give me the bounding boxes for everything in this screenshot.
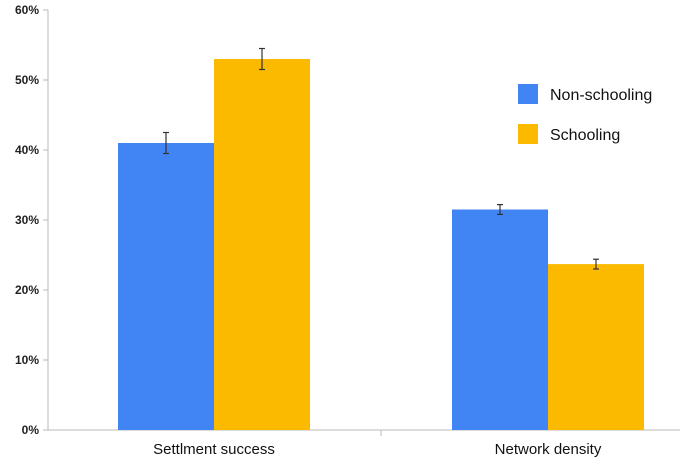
y-tick-label: 30% (15, 213, 39, 227)
y-tick-label: 10% (15, 353, 39, 367)
legend-label: Non-schooling (550, 87, 652, 104)
legend-swatch (518, 124, 538, 144)
y-tick-label: 20% (15, 283, 39, 297)
legend: Non-schooling Schooling (518, 84, 652, 144)
y-tick-label: 40% (15, 143, 39, 157)
bar-non-schooling (118, 143, 214, 430)
bar-schooling (548, 264, 644, 430)
x-tick-label: Network density (495, 441, 602, 458)
y-tick-label: 0% (22, 423, 40, 437)
x-tick-label: Settlment success (153, 441, 275, 458)
error-bars (163, 47, 599, 270)
legend-swatch (518, 84, 538, 104)
bars (118, 59, 644, 430)
bar-schooling (214, 59, 310, 430)
bar-non-schooling (452, 209, 548, 430)
y-tick-label: 60% (15, 3, 39, 17)
legend-label: Schooling (550, 127, 620, 144)
y-tick-label: 50% (15, 73, 39, 87)
axes: 0% 10% 20% 30% 40% 50% 60% Settlment success Net… (15, 3, 680, 458)
